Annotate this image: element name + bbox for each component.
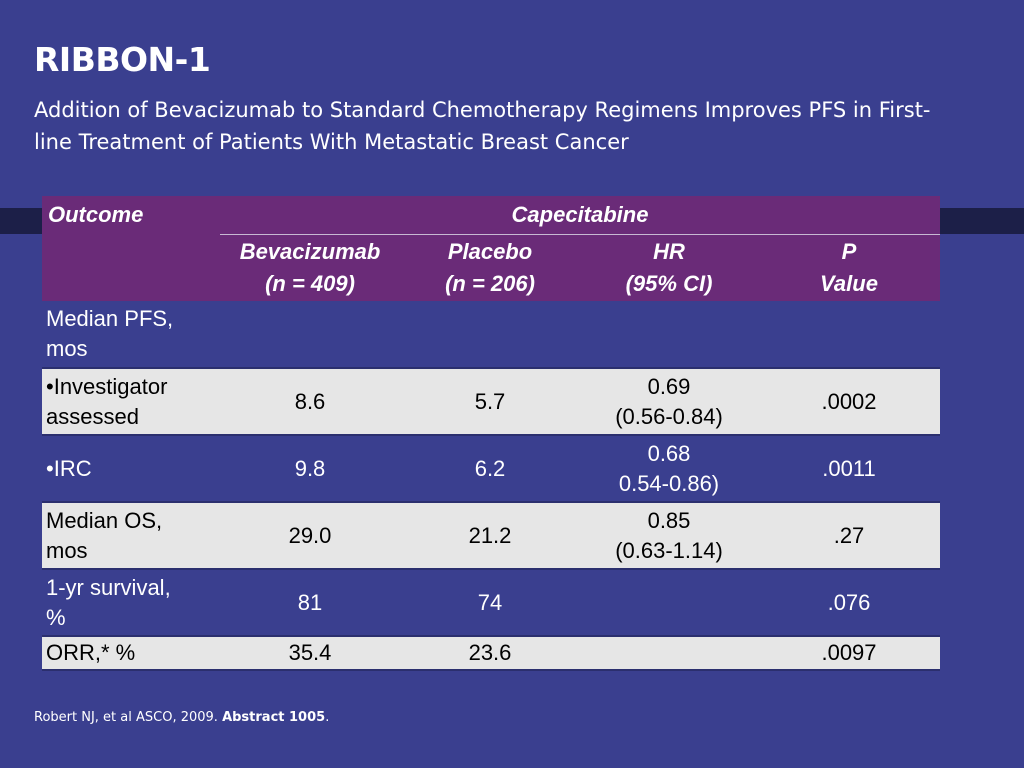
table-row: Median OS, mos 29.0 21.2 0.85 (0.63-1.14) … [42,502,940,570]
cell-p-value: .27 [758,502,940,570]
header-hr: HR (95% CI) [625,239,713,296]
cell-p-value: .0011 [758,435,940,503]
table-row: Median PFS, mos [42,301,940,369]
cell-bevacizumab: 81 [220,569,400,637]
cell-hr: 0.69 (0.56-0.84) [580,368,758,436]
results-table: Outcome Capecitabine Bevacizumab (n = 409… [42,196,940,671]
cell-bevacizumab: 35.4 [220,636,400,671]
cell-bevacizumab: 9.8 [220,435,400,503]
row-label: Median PFS, mos [42,301,220,369]
cell-hr [580,301,758,369]
header-bevacizumab: Bevacizumab (n = 409) [239,239,381,296]
table-row: 1-yr survival,% 81 74 .076 [42,569,940,637]
cell-bevacizumab: 8.6 [220,368,400,436]
cell-placebo: 6.2 [400,435,580,503]
row-label: •IRC [42,435,220,503]
cell-hr [580,636,758,671]
cell-p-value: .076 [758,569,940,637]
row-label: ORR,* % [42,636,220,671]
cell-p-value [758,301,940,369]
decorative-bar-right [940,208,1024,234]
citation: Robert NJ, et al ASCO, 2009. Abstract 10… [34,710,330,725]
header-p-value: P Value [820,239,878,296]
cell-hr [580,569,758,637]
table-row: •Investigator assessed 8.6 5.7 0.69 (0.56-… [42,368,940,436]
cell-hr: 0.68 0.54-0.86) [580,435,758,503]
slide-subtitle: Addition of Bevacizumab to Standard Chem… [34,98,931,154]
cell-placebo [400,301,580,369]
cell-hr: 0.85 (0.63-1.14) [580,502,758,570]
header-outcome: Outcome [48,202,144,227]
cell-p-value: .0097 [758,636,940,671]
cell-placebo: 21.2 [400,502,580,570]
row-label: •Investigator assessed [42,368,220,436]
citation-abstract: Abstract 1005 [222,710,326,725]
slide-title: RIBBON-1 [34,40,211,79]
header-capecitabine: Capecitabine [220,196,940,235]
row-label: Median OS, mos [42,502,220,570]
row-label: 1-yr survival,% [42,569,220,637]
table-row: ORR,* % 35.4 23.6 .0097 [42,636,940,671]
table-row: •IRC 9.8 6.2 0.68 0.54-0.86) .0011 [42,435,940,503]
cell-placebo: 74 [400,569,580,637]
cell-bevacizumab: 29.0 [220,502,400,570]
header-placebo: Placebo (n = 206) [445,239,535,296]
cell-bevacizumab [220,301,400,369]
cell-p-value: .0002 [758,368,940,436]
decorative-bar-left [0,208,42,234]
cell-placebo: 23.6 [400,636,580,671]
cell-placebo: 5.7 [400,368,580,436]
